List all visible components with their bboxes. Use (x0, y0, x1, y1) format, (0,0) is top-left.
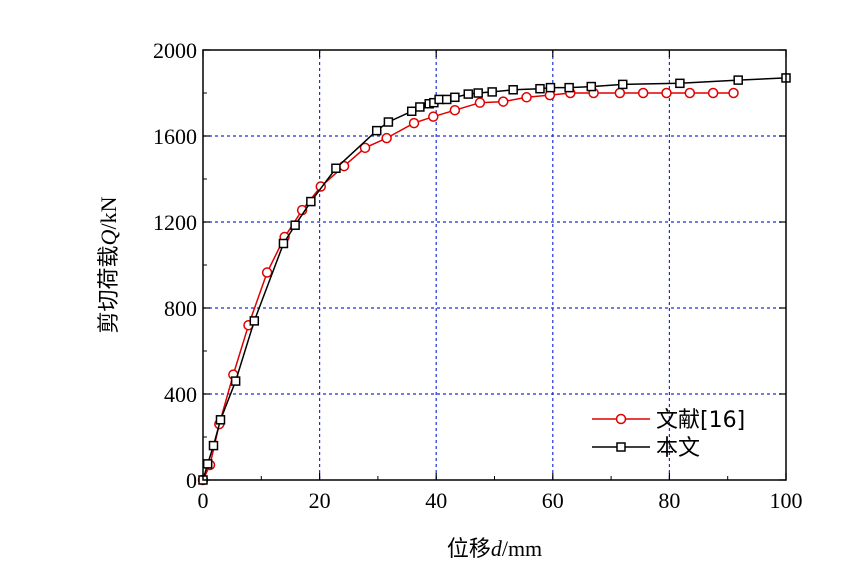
data-point-series-2 (215, 415, 226, 425)
x-tick-label: 40 (425, 488, 447, 513)
data-point-series-1 (261, 267, 273, 278)
legend: 文献[16] 本文 (592, 408, 745, 461)
data-point-series-2 (618, 79, 628, 90)
y-axis-title-prefix: 剪切荷载 (97, 245, 122, 333)
data-point-series-2 (208, 440, 219, 451)
data-point-series-2 (535, 83, 545, 94)
data-point-series-2 (675, 78, 685, 89)
data-point-series-2 (473, 88, 483, 98)
data-point-series-1 (637, 87, 649, 99)
x-axis-title-unit: /mm (502, 536, 542, 561)
legend-item-series-2: 本文 (592, 436, 700, 461)
data-point-series-2 (331, 163, 341, 173)
data-point-series-2 (545, 82, 556, 93)
data-point-series-1 (428, 111, 439, 122)
grid-lines (203, 50, 786, 480)
data-point-series-2 (249, 316, 260, 326)
data-point-series-2 (733, 75, 743, 85)
x-tick-label: 100 (770, 488, 803, 513)
y-tick-label: 2000 (153, 38, 197, 63)
x-axis-title-variable: d (491, 536, 503, 561)
data-point-series-1 (449, 104, 461, 116)
data-point-series-1 (684, 87, 696, 99)
data-point-series-2 (450, 92, 460, 103)
legend-marker-circle (615, 413, 627, 425)
data-point-series-1 (728, 87, 739, 99)
y-axis-title: 剪切荷载Q/kN (96, 196, 122, 333)
x-tick-label: 60 (542, 488, 564, 513)
data-point-series-2 (290, 220, 300, 230)
data-point-series-1 (521, 92, 532, 103)
data-point-series-2 (406, 106, 417, 117)
legend-marker-square (616, 442, 626, 452)
data-point-series-1 (474, 97, 486, 108)
data-point-series-2 (202, 459, 213, 469)
data-point-series-2 (383, 117, 394, 127)
data-point-series-1 (614, 87, 626, 99)
tick-labels: 0 20 40 60 80 100 0 400 800 1200 1600 2000 (153, 38, 803, 513)
data-point-series-2 (463, 89, 474, 99)
data-point-series-2 (415, 102, 425, 112)
x-tick-label: 20 (309, 488, 331, 513)
data-point-series-2 (508, 85, 518, 95)
data-point-series-2 (441, 94, 452, 105)
x-axis-title-prefix: 位移 (447, 537, 491, 562)
y-tick-label: 400 (164, 382, 197, 407)
data-point-series-1 (707, 87, 719, 99)
y-axis-title-variable: Q (96, 229, 121, 245)
data-point-series-2 (434, 94, 444, 105)
y-tick-label: 1600 (153, 124, 197, 149)
y-axis-title-unit: /kN (96, 196, 121, 229)
data-point-series-1 (359, 142, 371, 154)
data-point-series-2 (487, 87, 497, 97)
legend-item-series-1: 文献[16] (592, 408, 745, 433)
data-point-series-1 (497, 96, 509, 107)
data-point-series-2 (564, 82, 574, 93)
data-point-series-2 (278, 238, 289, 249)
data-point-series-2 (306, 196, 316, 207)
plot-frame (202, 49, 787, 481)
data-point-series-2 (230, 376, 241, 386)
data-point-series-1 (381, 132, 392, 144)
x-tick-label: 0 (198, 488, 209, 513)
x-axis-title: 位移d/mm (447, 536, 542, 562)
data-point-series-2 (371, 125, 382, 136)
series-line-1 (202, 92, 734, 481)
y-tick-label: 800 (164, 296, 197, 321)
data-point-series-1 (661, 87, 672, 99)
legend-label-series-1: 文献[16] (656, 408, 745, 433)
x-tick-label: 80 (658, 488, 680, 513)
data-point-series-2 (586, 81, 597, 92)
y-tick-label: 1200 (153, 210, 197, 235)
y-tick-label: 0 (186, 468, 197, 493)
data-point-series-1 (408, 117, 420, 129)
legend-label-series-2: 本文 (656, 436, 700, 461)
